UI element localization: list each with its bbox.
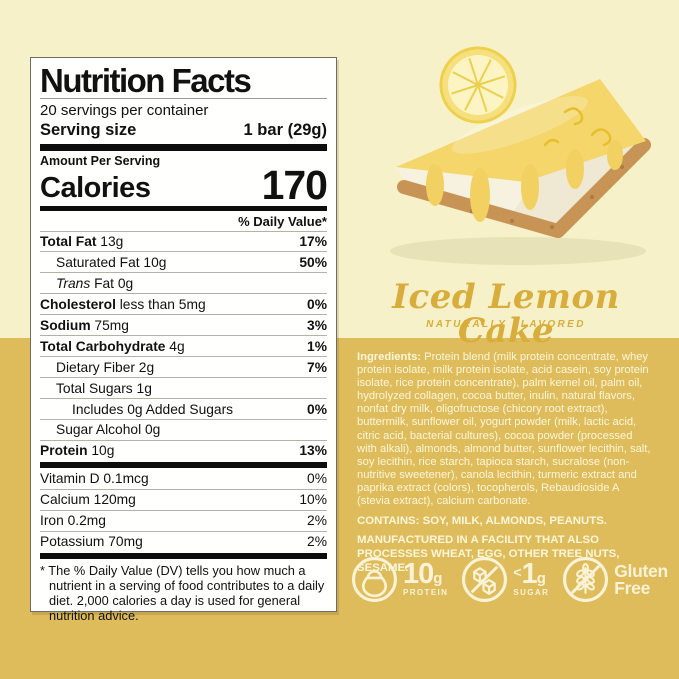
daily-value-percent: 10% xyxy=(299,492,327,508)
daily-value-percent: 7% xyxy=(307,359,327,375)
nutrition-row: Potassium 70mg 2% xyxy=(40,530,327,552)
daily-value-percent: 0% xyxy=(307,471,327,487)
nutrition-row: Total Fat 13g 17% xyxy=(40,230,327,252)
daily-value-percent: 0% xyxy=(307,296,327,312)
nutrient-name: Total Sugars 1g xyxy=(56,380,152,396)
protein-label: PROTEIN xyxy=(403,587,449,597)
sugar-grams: 1 xyxy=(521,558,538,591)
nutrition-row: Sugar Alcohol 0g xyxy=(40,419,327,440)
nutrition-row: Protein 10g 13% xyxy=(40,440,327,461)
nutrition-row: Total Carbohydrate 4g 1% xyxy=(40,335,327,356)
nutrient-name: Potassium 70mg xyxy=(40,534,143,550)
nutrition-rows: Total Fat 13g 17% Saturated Fat 10g 50% Tran… xyxy=(40,230,327,559)
nutrition-row: Vitamin D 0.1mcg 0% xyxy=(40,469,327,489)
daily-value-percent: 50% xyxy=(299,254,327,270)
amount-per-serving-label: Amount Per Serving xyxy=(40,153,161,168)
daily-value-percent: 2% xyxy=(307,534,327,550)
nutrient-name: Protein 10g xyxy=(40,443,115,459)
nutrient-name: Sodium 75mg xyxy=(40,317,129,333)
gluten-word: Gluten xyxy=(614,560,668,581)
daily-value-percent: 13% xyxy=(299,443,327,459)
protein-badge: 10 g PROTEIN xyxy=(351,556,448,603)
protein-unit: g xyxy=(433,569,443,587)
no-sugar-icon xyxy=(462,557,508,602)
sugar-amount: < 1 g xyxy=(513,558,549,591)
nutrition-row: Total Sugars 1g xyxy=(40,377,327,398)
sugar-badge: < 1 g SUGAR xyxy=(461,556,549,603)
nutrition-row: Iron 0.2mg 2% xyxy=(40,509,327,531)
sugar-unit: g xyxy=(536,569,546,587)
daily-value-header: % Daily Value* xyxy=(238,213,327,229)
nutrition-row: Includes 0g Added Sugars 0% xyxy=(40,398,327,419)
contains-statement: CONTAINS: SOY, MILK, ALMONDS, PEANUTS. xyxy=(357,515,607,528)
nutrition-facts-label: Nutrition Facts 20 servings per containe… xyxy=(30,57,337,623)
thick-divider xyxy=(40,552,327,559)
nutrition-row: Cholesterol less than 5mg 0% xyxy=(40,293,327,314)
nutrient-name: Sugar Alcohol 0g xyxy=(56,422,161,438)
divider xyxy=(40,97,327,99)
thick-divider xyxy=(40,461,327,468)
gluten-free-icon xyxy=(563,557,609,602)
less-than-sign: < xyxy=(513,563,522,580)
protein-grams: 10 xyxy=(403,558,434,591)
calories-row: Calories 170 xyxy=(40,161,328,208)
nutrient-name: Includes 0g Added Sugars xyxy=(72,401,234,417)
ingredients-block: Ingredients: Protein blend (milk protein… xyxy=(357,351,653,576)
daily-value-percent: 0% xyxy=(307,401,327,417)
nutrition-facts-title: Nutrition Facts xyxy=(40,62,252,99)
nutrient-name: Dietary Fiber 2g xyxy=(56,359,155,375)
servings-per-container: 20 servings per container xyxy=(40,101,209,119)
thick-divider xyxy=(40,205,327,211)
ingredients-paragraph: Ingredients: Protein blend (milk protein… xyxy=(357,351,653,508)
sugar-label: SUGAR xyxy=(513,587,550,597)
kettlebell-icon xyxy=(352,557,397,602)
nutrition-row: Sodium 75mg 3% xyxy=(40,314,327,335)
nutrient-name: Saturated Fat 10g xyxy=(56,254,167,270)
nutrition-row: Trans Fat 0g xyxy=(40,272,327,293)
calories-value: 170 xyxy=(261,161,328,208)
daily-value-footnote: * The % Daily Value (DV) tells you how m… xyxy=(40,562,325,623)
ingredients-text: Protein blend (milk protein concentrate,… xyxy=(357,351,651,508)
sugar-badge-text: < 1 g SUGAR xyxy=(513,558,550,597)
nutrition-row: Saturated Fat 10g 50% xyxy=(40,251,327,272)
serving-size-label: Serving size xyxy=(40,120,137,139)
lemon-cheesecake-image xyxy=(390,46,651,265)
nutrition-row: Dietary Fiber 2g 7% xyxy=(40,356,327,377)
nutrition-row: Calcium 120mg 10% xyxy=(40,488,327,510)
protein-amount: 10 g xyxy=(403,558,448,591)
daily-value-percent: 3% xyxy=(307,317,327,333)
gluten-free-text: Gluten Free xyxy=(614,560,668,598)
daily-value-percent: 1% xyxy=(307,338,327,354)
serving-size-row: Serving size 1 bar (29g) xyxy=(40,120,327,144)
nutrient-name: Total Fat 13g xyxy=(40,233,124,249)
nutrient-name: Vitamin D 0.1mcg xyxy=(40,471,149,487)
nutrient-name: Cholesterol less than 5mg xyxy=(40,296,206,312)
nutrient-name: Calcium 120mg xyxy=(40,492,136,508)
nutrient-name: Trans Fat 0g xyxy=(56,275,134,291)
calories-label: Calories xyxy=(40,171,151,204)
facility-statement: MANUFACTURED IN A FACILITY THAT ALSO PRO… xyxy=(357,534,620,574)
daily-value-percent: 2% xyxy=(307,513,327,529)
thick-divider xyxy=(40,143,327,151)
feature-badges: 10 g PROTEIN < 1 g xyxy=(351,556,668,603)
nutrient-name: Iron 0.2mg xyxy=(40,513,106,529)
free-word: Free xyxy=(614,577,651,598)
nutrient-name: Total Carbohydrate 4g xyxy=(40,338,185,354)
flavor-note: NATURALLY FLAVORED xyxy=(426,319,586,330)
ingredients-label: Ingredients: xyxy=(357,351,422,363)
serving-size-value: 1 bar (29g) xyxy=(243,120,327,139)
gluten-free-badge: Gluten Free xyxy=(562,556,668,603)
product-name: Iced Lemon Cake xyxy=(392,277,620,351)
protein-badge-text: 10 g PROTEIN xyxy=(403,558,449,597)
daily-value-percent: 17% xyxy=(299,233,327,249)
